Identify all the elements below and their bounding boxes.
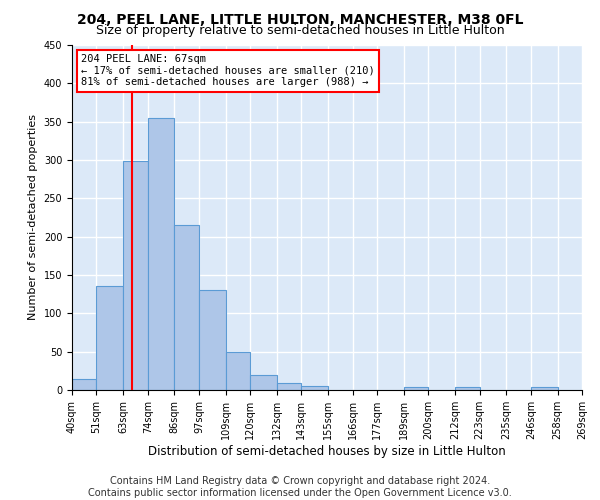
- Bar: [455, 387, 479, 390]
- Y-axis label: Number of semi-detached properties: Number of semi-detached properties: [28, 114, 38, 320]
- Bar: [97, 286, 123, 390]
- Text: Size of property relative to semi-detached houses in Little Hulton: Size of property relative to semi-detach…: [95, 24, 505, 37]
- Bar: [404, 387, 428, 390]
- Bar: [226, 352, 250, 390]
- Bar: [199, 290, 226, 390]
- Bar: [277, 383, 301, 390]
- Text: 204, PEEL LANE, LITTLE HULTON, MANCHESTER, M38 0FL: 204, PEEL LANE, LITTLE HULTON, MANCHESTE…: [77, 12, 523, 26]
- Text: Contains HM Land Registry data © Crown copyright and database right 2024.
Contai: Contains HM Land Registry data © Crown c…: [88, 476, 512, 498]
- Bar: [250, 374, 277, 390]
- Bar: [72, 378, 97, 390]
- Bar: [123, 161, 148, 390]
- Bar: [531, 387, 557, 390]
- Text: 204 PEEL LANE: 67sqm
← 17% of semi-detached houses are smaller (210)
81% of semi: 204 PEEL LANE: 67sqm ← 17% of semi-detac…: [81, 54, 374, 88]
- Bar: [148, 118, 175, 390]
- X-axis label: Distribution of semi-detached houses by size in Little Hulton: Distribution of semi-detached houses by …: [148, 444, 506, 458]
- Bar: [175, 225, 199, 390]
- Bar: [301, 386, 328, 390]
